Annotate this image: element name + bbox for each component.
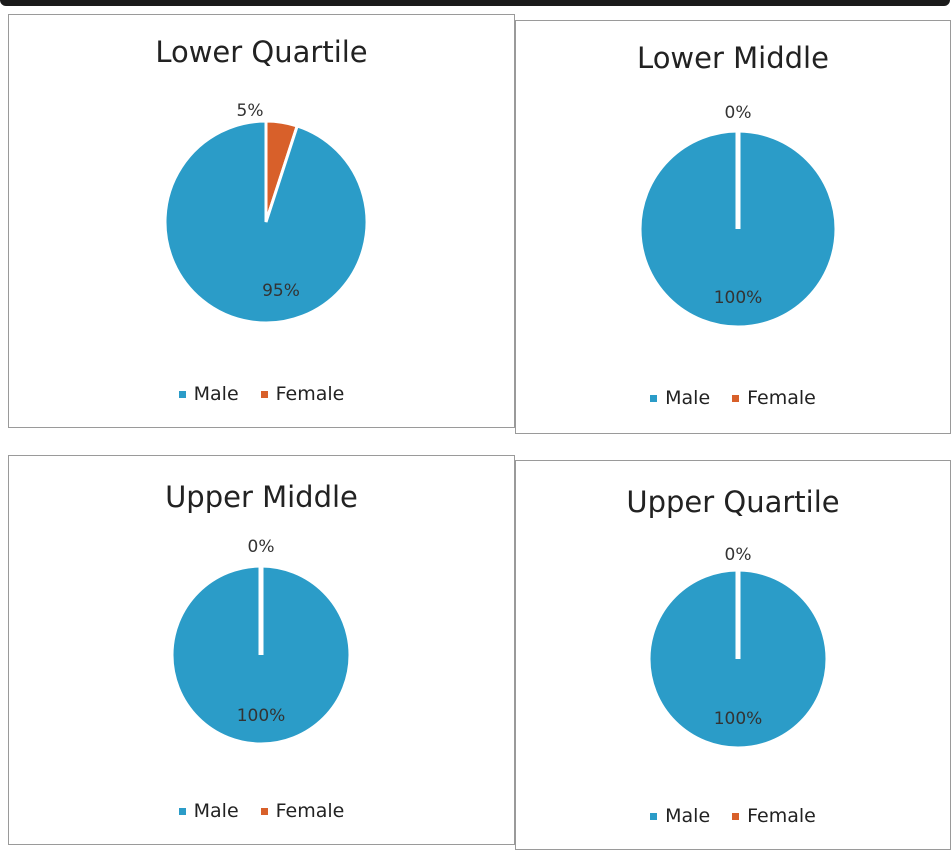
legend-swatch-female [260, 390, 268, 398]
data-label-male: 95% [262, 281, 300, 301]
legend-swatch-male [650, 394, 658, 402]
pie-chart: 100% 0% [170, 537, 352, 746]
slice-male [163, 119, 369, 325]
chart-title: Upper Middle [165, 480, 358, 514]
legend-swatch-male [178, 390, 186, 398]
legend-label-male: Male [665, 805, 711, 827]
legend-item-male: Male [650, 387, 710, 409]
pie-chart: 100% 0% [638, 103, 838, 329]
chart-panel-upper-quartile: Upper Quartile 100% 0% Male Female [515, 460, 951, 850]
chart-panel-lower-quartile: Lower Quartile 95% 5% Male Female [8, 14, 515, 428]
data-label-female: 0% [248, 537, 275, 557]
data-label-female: 5% [237, 101, 264, 121]
cropped-header-strip [0, 0, 951, 14]
data-label-female: 0% [725, 103, 752, 123]
chart-panel-upper-middle: Upper Middle 100% 0% Male Female [8, 455, 515, 845]
chart-title: Lower Middle [637, 41, 829, 75]
legend-label-female: Female [275, 800, 345, 822]
chart-panel-lower-middle: Lower Middle 100% 0% Male Female [515, 20, 951, 434]
chart-legend: Male Female [9, 800, 514, 822]
legend-item-male: Male [650, 805, 710, 827]
chart-legend: Male Female [516, 805, 950, 827]
legend-label-male: Male [193, 383, 239, 405]
legend-label-male: Male [193, 800, 239, 822]
chart-legend: Male Female [9, 383, 514, 405]
legend-item-male: Male [178, 800, 239, 822]
legend-swatch-female [260, 807, 268, 815]
data-label-female: 0% [725, 545, 752, 565]
legend-item-female: Female [732, 387, 816, 409]
legend-swatch-male [178, 807, 186, 815]
legend-label-male: Male [665, 387, 711, 409]
chart-title: Lower Quartile [155, 35, 368, 69]
legend-item-male: Male [178, 383, 239, 405]
legend-label-female: Female [747, 805, 816, 827]
chart-legend: Male Female [516, 387, 950, 409]
legend-item-female: Female [260, 383, 345, 405]
legend-label-female: Female [747, 387, 816, 409]
data-label-male: 100% [237, 706, 286, 726]
pie-chart: 100% 0% [647, 545, 829, 750]
legend-swatch-female [732, 394, 740, 402]
legend-swatch-female [732, 812, 740, 820]
legend-item-female: Female [732, 805, 816, 827]
legend-item-female: Female [260, 800, 345, 822]
pie-chart: 95% 5% [163, 101, 369, 325]
legend-swatch-male [650, 812, 658, 820]
legend-label-female: Female [275, 383, 345, 405]
data-label-male: 100% [714, 709, 763, 729]
chart-title: Upper Quartile [626, 485, 840, 519]
data-label-male: 100% [714, 288, 763, 308]
